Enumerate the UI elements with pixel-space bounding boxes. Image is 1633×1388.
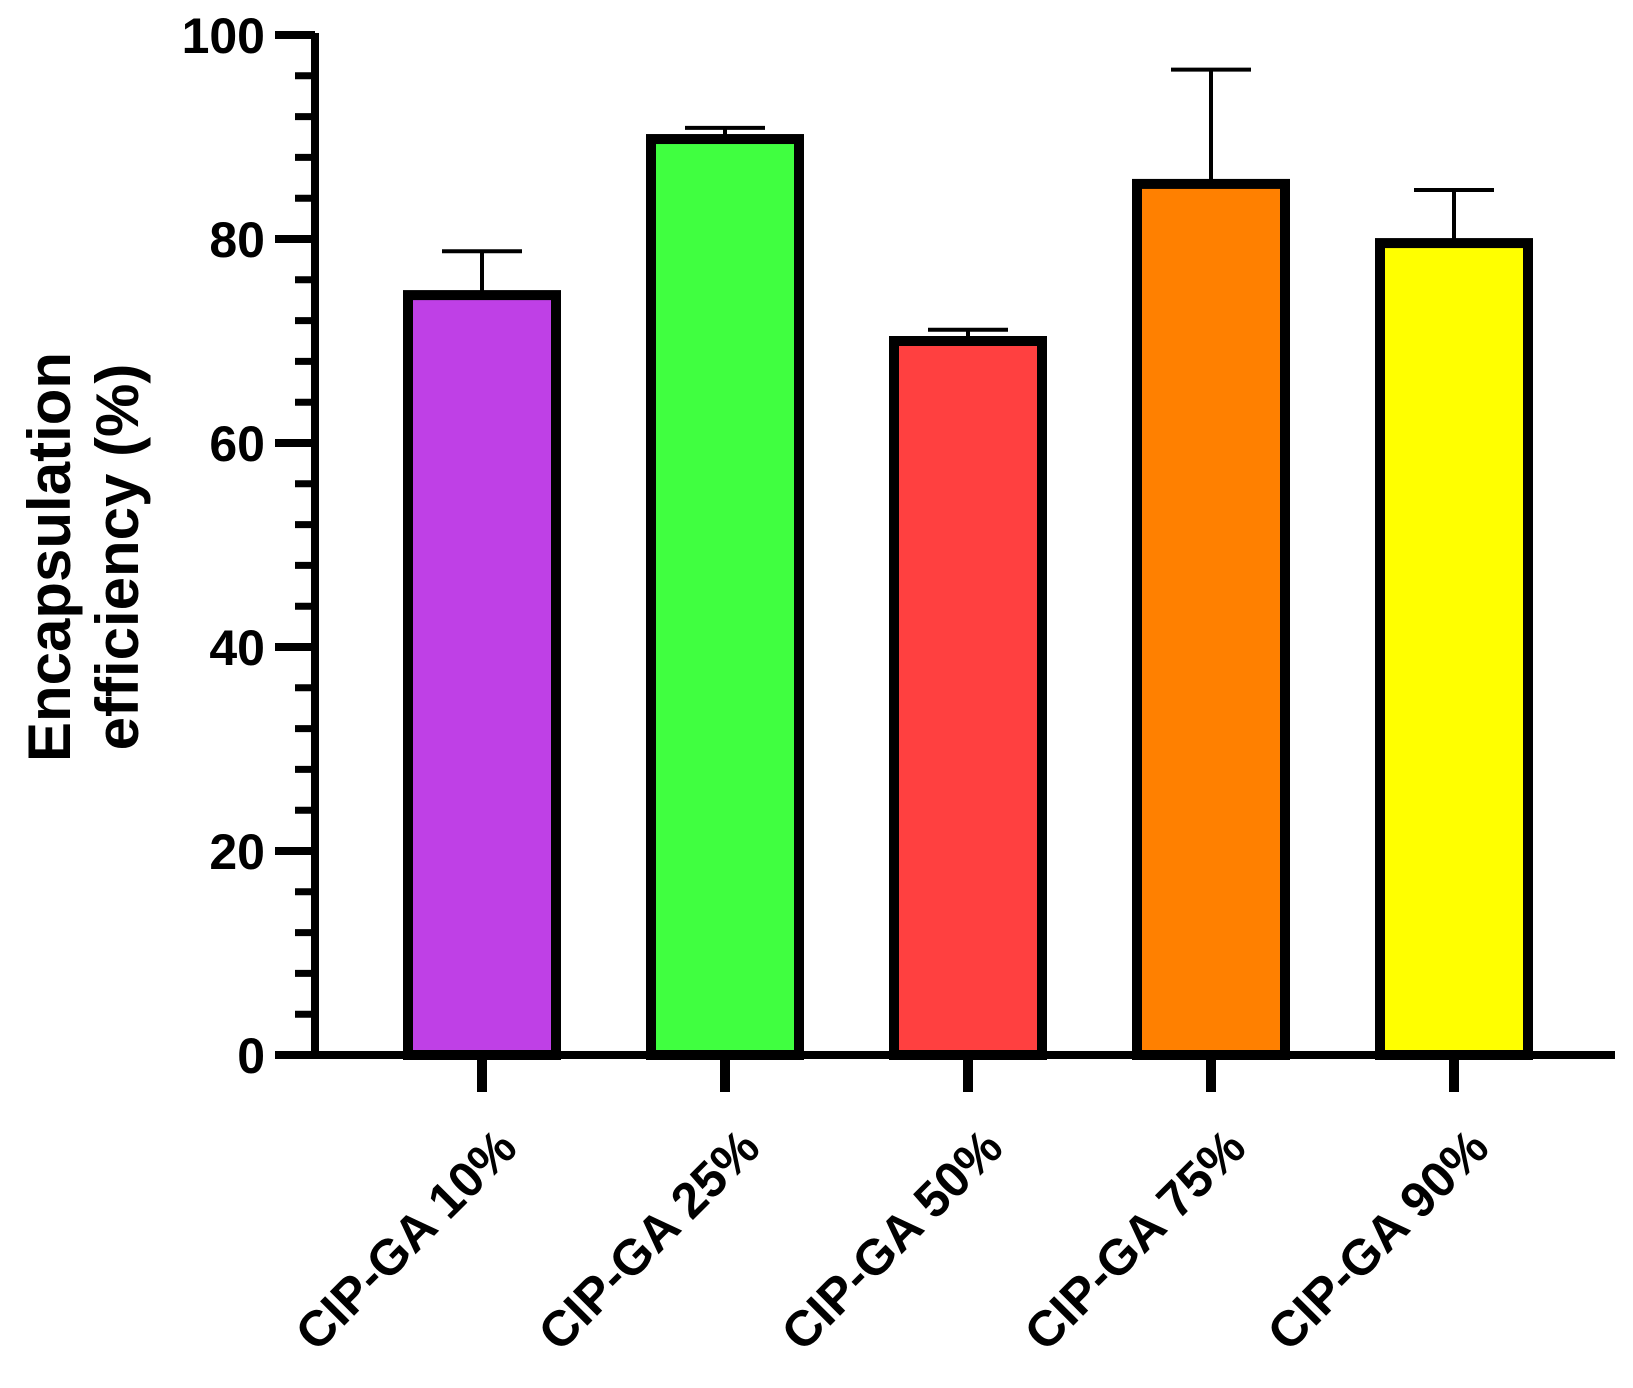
x-category-label: CIP-GA 25% <box>528 1119 771 1362</box>
x-axis: CIP-GA 10% CIP-GA 25% CIP-GA 50% CIP-GA 75%… <box>285 1051 1615 1362</box>
bar-4 <box>1132 178 1290 1061</box>
bars-layer <box>403 134 1533 1061</box>
y-tick-label: 60 <box>209 416 265 472</box>
y-tick-label: 0 <box>237 1028 265 1084</box>
y-tick-label: 100 <box>182 8 265 64</box>
bar-5 <box>1375 238 1533 1060</box>
error-bars-layer <box>442 67 1494 341</box>
bar-1 <box>403 290 561 1061</box>
y-tick-label: 40 <box>209 620 265 676</box>
x-category-label: CIP-GA 90% <box>1257 1119 1500 1362</box>
bar-2 <box>646 134 804 1061</box>
y-axis-title: Encapsulation efficiency (%) <box>16 352 151 762</box>
bar-3 <box>889 336 1047 1060</box>
y-axis-title-line-1: Encapsulation <box>16 352 83 762</box>
x-category-label: CIP-GA 10% <box>285 1119 528 1362</box>
y-tick-label: 80 <box>209 212 265 268</box>
y-axis-title-line-2: efficiency (%) <box>84 364 151 751</box>
y-axis: 0 20 40 60 80 100 <box>182 8 319 1084</box>
x-category-label: CIP-GA 50% <box>771 1119 1014 1362</box>
x-category-label: CIP-GA 75% <box>1014 1119 1257 1362</box>
y-tick-label: 20 <box>209 824 265 880</box>
